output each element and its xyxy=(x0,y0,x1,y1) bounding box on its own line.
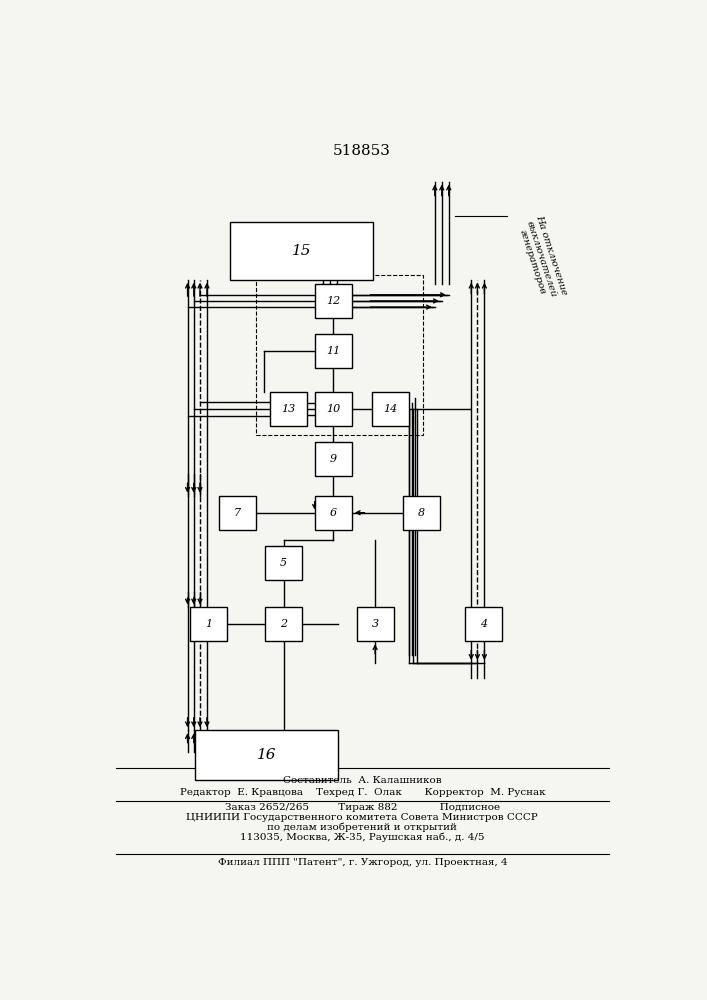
Text: 1: 1 xyxy=(205,619,212,629)
Text: 113035, Москва, Ж-35, Раушская наб., д. 4/5: 113035, Москва, Ж-35, Раушская наб., д. … xyxy=(240,833,484,842)
Bar xyxy=(218,496,256,530)
Text: 3: 3 xyxy=(372,619,379,629)
Bar xyxy=(195,730,339,780)
Bar xyxy=(190,607,227,641)
Bar xyxy=(315,392,352,426)
Text: 15: 15 xyxy=(292,244,311,258)
Text: 14: 14 xyxy=(383,404,398,414)
Text: 4: 4 xyxy=(480,619,487,629)
Text: 7: 7 xyxy=(233,508,241,518)
Text: 518853: 518853 xyxy=(333,144,391,158)
Text: Редактор  Е. Кравцова    Техред Г.  Олак       Корректор  М. Руснак: Редактор Е. Кравцова Техред Г. Олак Корр… xyxy=(180,788,545,797)
Bar xyxy=(270,392,307,426)
Text: по делам изобретений и открытий: по делам изобретений и открытий xyxy=(267,823,457,832)
Text: 12: 12 xyxy=(326,296,340,306)
Bar xyxy=(315,496,352,530)
Text: Филиал ППП "Патент", г. Ужгород, ул. Проектная, 4: Филиал ППП "Патент", г. Ужгород, ул. Про… xyxy=(218,858,507,867)
Text: ЦНИИПИ Государственного комитета Совета Министров СССР: ЦНИИПИ Государственного комитета Совета … xyxy=(187,813,538,822)
Bar xyxy=(315,284,352,318)
Text: Заказ 2652/265         Тираж 882             Подписное: Заказ 2652/265 Тираж 882 Подписное xyxy=(225,803,500,812)
Bar xyxy=(356,607,394,641)
Bar xyxy=(265,607,303,641)
Bar xyxy=(256,275,423,435)
Bar xyxy=(265,546,303,580)
Bar xyxy=(315,442,352,476)
Bar xyxy=(403,496,440,530)
Text: 5: 5 xyxy=(280,558,287,568)
Text: 6: 6 xyxy=(329,508,337,518)
Text: 8: 8 xyxy=(418,508,425,518)
Text: 13: 13 xyxy=(281,404,296,414)
Text: 2: 2 xyxy=(280,619,287,629)
Bar xyxy=(230,222,373,280)
Text: 10: 10 xyxy=(326,404,340,414)
Text: Составитель  А. Калашников: Составитель А. Калашников xyxy=(283,776,442,785)
Bar xyxy=(465,607,502,641)
Bar xyxy=(315,334,352,368)
Text: 9: 9 xyxy=(329,454,337,464)
Bar xyxy=(372,392,409,426)
Text: 16: 16 xyxy=(257,748,276,762)
Text: 11: 11 xyxy=(326,346,340,356)
Text: На отключение
выключателей
генераторов: На отключение выключателей генераторов xyxy=(515,214,569,303)
